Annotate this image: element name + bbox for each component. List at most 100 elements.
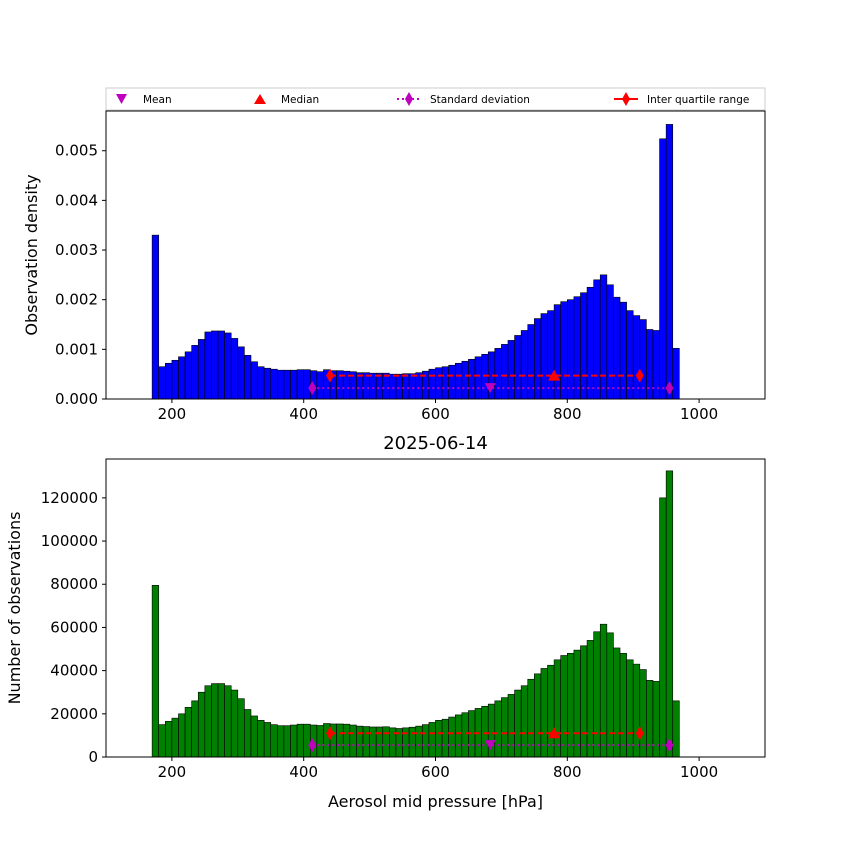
histogram-bar [560, 301, 568, 400]
histogram-bar [336, 723, 344, 758]
y-tick-label: 20000 [50, 705, 98, 723]
histogram-bar [494, 700, 502, 758]
x-tick-label: 1000 [680, 763, 718, 781]
histogram-bar [290, 724, 298, 758]
x-tick-label: 600 [421, 763, 450, 781]
histogram-bar [303, 369, 311, 400]
histogram-bar [514, 335, 522, 400]
histogram-bar [408, 726, 417, 758]
legend-label-std: Standard deviation [430, 94, 530, 106]
histogram-bar [573, 296, 581, 400]
bottom-panel: 2025-06-14 200 400 600 800 1000 0 20000 40000 6… [5, 433, 766, 811]
bottom-x-ticks: 200 400 600 800 1000 [158, 757, 718, 781]
std-endpoint-marker [308, 381, 317, 396]
histogram-bar [580, 645, 588, 758]
y-tick-label: 60000 [50, 618, 98, 636]
std-endpoint-marker [308, 738, 317, 753]
histogram-bar [277, 369, 285, 400]
histogram-bar [171, 717, 179, 758]
histogram-bar [408, 373, 417, 400]
iqr-endpoint-marker [326, 368, 335, 383]
histogram-bar [224, 685, 232, 758]
histogram-bar [342, 723, 351, 758]
histogram-bar [586, 286, 594, 400]
x-tick-label: 800 [553, 405, 582, 423]
histogram-bar [283, 369, 291, 400]
histogram-bar [639, 669, 647, 758]
mean-marker [484, 383, 496, 394]
histogram-bar [184, 351, 192, 400]
histogram-bar [369, 372, 377, 400]
histogram-bar [375, 372, 384, 400]
histogram-bar [422, 724, 430, 758]
histogram-bar [151, 585, 160, 758]
histogram-bar [454, 714, 463, 758]
histogram-bar [606, 632, 614, 758]
histogram-bar [659, 138, 667, 400]
median-marker [548, 727, 561, 739]
histogram-bar [586, 640, 594, 758]
histogram-bar [441, 366, 449, 400]
histogram-bar [501, 344, 509, 400]
histogram-bar [191, 345, 199, 400]
histogram-bar [672, 348, 680, 400]
histogram-bar [547, 310, 555, 400]
histogram-bar [158, 724, 166, 758]
histogram-bar [487, 703, 496, 758]
histogram-bar [626, 659, 634, 758]
bottom-y-axis-label: Number of observations [5, 512, 24, 705]
std-endpoint-marker [665, 738, 674, 753]
bottom-chart-title: 2025-06-14 [383, 433, 488, 454]
top-panel: 200 400 600 800 1000 0.0000.0010.0020.0030.0… [22, 110, 766, 423]
histogram-bar [448, 364, 456, 400]
histogram-bar [560, 655, 568, 758]
legend-label-iqr: Inter quartile range [647, 94, 749, 106]
histogram-bar [599, 274, 608, 400]
histogram-bar [165, 362, 173, 400]
legend-frame [105, 87, 766, 111]
histogram-bar [566, 299, 575, 400]
legend: Mean Median Standard deviation Inter qua… [105, 87, 766, 111]
histogram-bar [184, 707, 192, 758]
mean-marker-icon [116, 94, 127, 104]
histogram-bar [277, 725, 285, 758]
histogram-bar [501, 697, 509, 758]
histogram-bar [158, 366, 166, 400]
histogram-bar [270, 368, 278, 400]
mean-marker [484, 740, 496, 751]
histogram-bar [178, 713, 186, 758]
histogram-bar [211, 683, 219, 758]
histogram-bar [178, 356, 186, 400]
x-tick-label: 1000 [680, 405, 718, 423]
legend-item-median: Median [254, 94, 319, 106]
x-tick-label: 800 [553, 763, 582, 781]
x-tick-label: 200 [158, 763, 187, 781]
histogram-bar [204, 331, 212, 400]
histogram-bar [468, 358, 476, 400]
histogram-bar [244, 709, 252, 758]
y-tick-label: 100000 [41, 532, 98, 550]
histogram-bar [593, 631, 601, 758]
histogram-bar [520, 330, 529, 400]
histogram-bar [217, 330, 225, 400]
histogram-bar [435, 367, 443, 400]
x-tick-label: 600 [421, 405, 450, 423]
histogram-bar [402, 727, 410, 758]
histogram-bar [362, 726, 370, 758]
histogram-bar [171, 359, 179, 400]
histogram-bar [224, 332, 232, 400]
y-tick-label: 120000 [41, 489, 98, 507]
median-marker [548, 369, 561, 381]
x-tick-label: 400 [289, 763, 318, 781]
histogram-bar [547, 664, 555, 758]
histogram-bar [474, 356, 482, 400]
histogram-bar [257, 719, 265, 758]
histogram-bar [283, 725, 291, 758]
histogram-bar [435, 719, 443, 758]
histogram-bar [257, 366, 265, 400]
bottom-y-ticks: 0 20000 40000 60000 80000 100000 120000 [41, 489, 106, 766]
x-tick-label: 400 [289, 405, 318, 423]
y-tick-label: 40000 [50, 662, 98, 680]
top-y-ticks: 0.000 0.001 0.002 0.003 0.004 0.005 [55, 142, 106, 408]
